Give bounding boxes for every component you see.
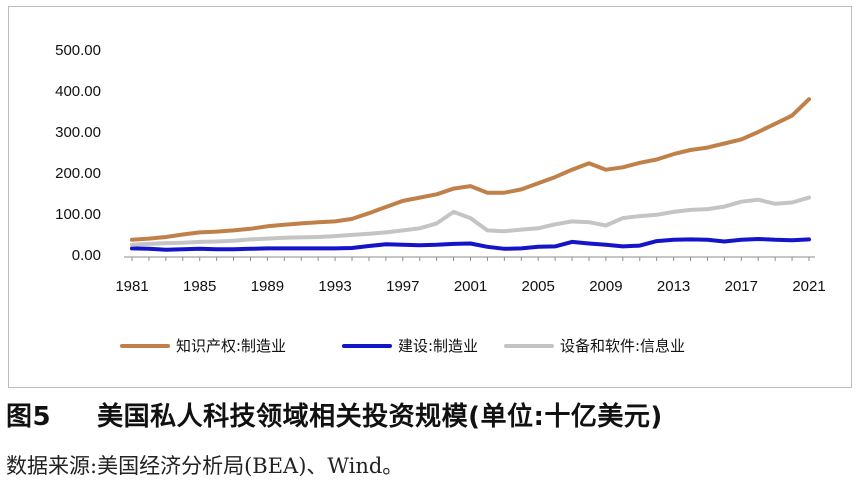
x-tick-label: 1997 [386, 278, 419, 295]
legend-label-1: 知识产权:制造业 [176, 337, 286, 355]
series-line-1 [130, 97, 811, 242]
series-line-2 [130, 237, 811, 252]
y-tick-label: 0.00 [72, 247, 101, 264]
figure-number: 图5 [6, 402, 52, 432]
x-tick-label: 1993 [318, 278, 351, 295]
x-tick-label: 2021 [792, 278, 825, 295]
x-tick-label: 2001 [454, 278, 487, 295]
figure-caption: 图5 美国私人科技领域相关投资规模(单位:十亿美元) [6, 396, 663, 433]
x-axis: 1981 1985 1989 1993 1997 2001 2005 2009 2013 2017… [115, 256, 826, 295]
legend: 知识产权:制造业 建设:制造业 设备和软件:信息业 [120, 337, 685, 355]
x-tick-label: 2013 [657, 278, 690, 295]
y-tick-label: 300.00 [55, 124, 101, 141]
series-line-3 [130, 195, 811, 247]
y-axis: 0.00 100.00 200.00 300.00 400.00 500.00 [55, 42, 101, 264]
figure-title: 美国私人科技领域相关投资规模(单位:十亿美元) [97, 402, 663, 432]
y-tick-label: 500.00 [55, 42, 101, 59]
y-tick-label: 400.00 [55, 83, 101, 100]
source-note: 数据来源:美国经济分析局(BEA)、Wind。 [6, 454, 404, 478]
chart-frame: 0.00 100.00 200.00 300.00 400.00 500.00 1981 1… [8, 6, 852, 388]
x-tick-label: 1985 [183, 278, 216, 295]
x-tick-label: 2005 [522, 278, 555, 295]
y-tick-label: 100.00 [55, 206, 101, 223]
y-tick-label: 200.00 [55, 165, 101, 182]
x-tick-label: 1989 [251, 278, 284, 295]
x-tick-label: 2009 [589, 278, 622, 295]
legend-label-2: 建设:制造业 [398, 337, 478, 355]
x-tick-label: 1981 [115, 278, 148, 295]
legend-label-3: 设备和软件:信息业 [560, 337, 685, 355]
x-tick-label: 2017 [725, 278, 758, 295]
series-lines [130, 97, 811, 252]
